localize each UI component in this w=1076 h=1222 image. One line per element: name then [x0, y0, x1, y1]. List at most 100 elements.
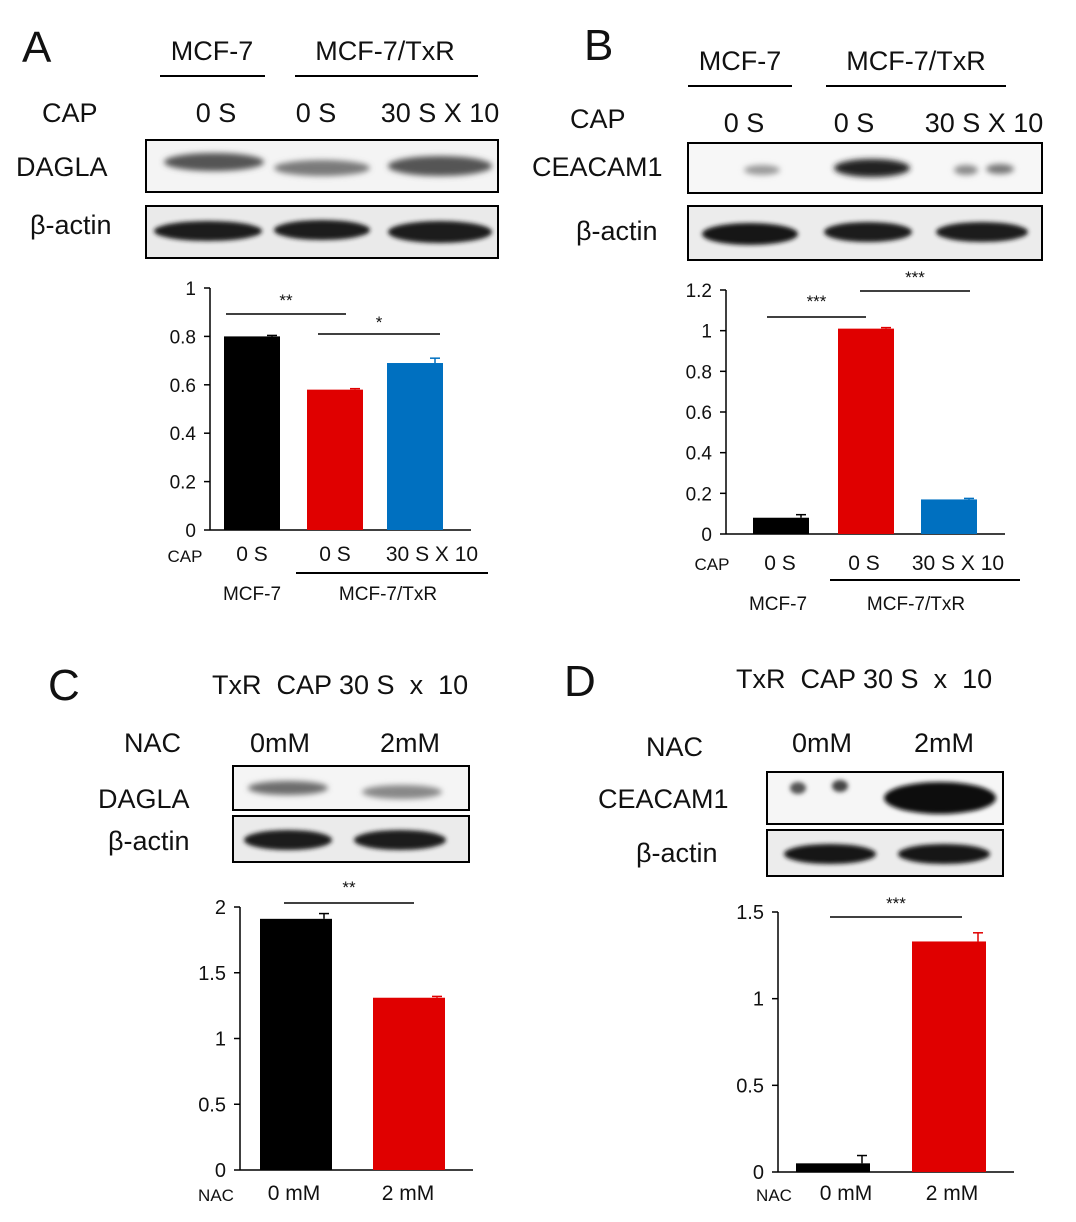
panel-a-x-group-right: MCF-7/TxR — [339, 584, 437, 605]
panel-c-row-label-2: β-actin — [108, 826, 190, 856]
panel-c-x-lane-1: 0 mM — [268, 1182, 321, 1205]
panel-b-significance-label: *** — [905, 268, 925, 287]
panel-b-group-left: MCF-7 — [699, 46, 782, 76]
panel-a-blot-2-bands — [154, 220, 492, 243]
panel-b-row-label-1: CEACAM1 — [532, 152, 663, 182]
panel-b-y-tick-label: 0.8 — [686, 362, 712, 383]
panel-c-y-tick-label: 0 — [215, 1160, 226, 1182]
panel-c-y-tick-label: 0.5 — [198, 1094, 226, 1116]
panel-a-y-tick-label: 1 — [185, 279, 196, 300]
panel-d-header: TxR CAP 30 S x 10 — [736, 664, 992, 694]
panel-a-bar — [387, 363, 443, 530]
panel-c-bar — [260, 918, 332, 1170]
panel-d-bar — [796, 1163, 870, 1172]
panel-a-x-treatment-label: CAP — [168, 547, 203, 566]
panel-a-row-label-1: DAGLA — [16, 152, 108, 182]
panel-d-x-lane-1: 0 mM — [820, 1182, 873, 1205]
panel-b-bar — [838, 328, 894, 534]
panel-d-lane-2: 2mM — [914, 728, 974, 758]
panel-c-lane-1: 0mM — [250, 728, 310, 758]
panel-d-chart: 0 0.5 1 1.5 *** — [736, 894, 1014, 1184]
panel-a-x-lane-3: 30 S X 10 — [386, 543, 478, 566]
panel-a-y-tick-label: 0.8 — [170, 327, 196, 348]
panel-d-row-label-1: CEACAM1 — [598, 784, 729, 814]
panel-a-treatment-label: CAP — [42, 98, 98, 128]
panel-a-chart: 00.20.40.60.81*** — [170, 279, 471, 542]
panel-c-row-label-1: DAGLA — [98, 784, 190, 814]
panel-a-y-tick-label: 0 — [185, 521, 196, 542]
panel-a-bar — [307, 389, 363, 530]
panel-d-significance-label: *** — [886, 894, 906, 913]
panel-c-chart: 0 0.5 1 1.5 2 ** — [198, 878, 473, 1182]
panel-c-bar — [373, 997, 445, 1170]
panel-b: B MCF-7 MCF-7/TxR CAP 0 S 0 S 30 S X 10 … — [532, 21, 1043, 615]
panel-b-letter: B — [584, 21, 613, 70]
panel-c-x-treatment-label: NAC — [198, 1186, 234, 1205]
panel-c: C TxR CAP 30 S x 10 NAC 0mM 2mM DAGLA β-… — [48, 661, 473, 1205]
panel-a-y-tick-label: 0.6 — [170, 376, 196, 397]
panel-d-y-tick-label: 0.5 — [736, 1075, 764, 1097]
panel-c-blot-2-bands — [244, 830, 446, 850]
panel-d-blot-2-bands — [784, 844, 990, 864]
panel-b-bar — [753, 517, 809, 534]
panel-c-treatment-label: NAC — [124, 728, 181, 758]
panel-a-lane-1: 0 S — [196, 98, 237, 128]
panel-d-letter: D — [564, 657, 596, 706]
panel-d-treatment-label: NAC — [646, 732, 703, 762]
panel-c-y-tick-label: 1.5 — [198, 963, 226, 985]
panel-a-y-tick-label: 0.4 — [170, 424, 197, 445]
panel-d-y-tick-label: 1.5 — [736, 902, 764, 924]
panel-d-lane-1: 0mM — [792, 728, 852, 758]
panel-b-y-tick-label: 0.6 — [686, 403, 712, 424]
panel-a-significance-label: * — [376, 313, 383, 332]
panel-d-blot-1-bands — [790, 780, 996, 814]
panel-b-x-group-right: MCF-7/TxR — [867, 594, 965, 615]
panel-b-chart: 0 0.2 0.4 0.6 0.8 1 1.2 *** *** — [686, 268, 1005, 546]
panel-c-significance-label: ** — [342, 878, 356, 897]
panel-a-y-tick-label: 0.2 — [170, 473, 196, 494]
panel-b-lane-2: 0 S — [834, 108, 875, 138]
panel-a-lane-3: 30 S X 10 — [381, 98, 500, 128]
panel-c-header: TxR CAP 30 S x 10 — [212, 670, 468, 700]
panel-a-row-label-2: β-actin — [30, 210, 112, 240]
panel-b-blot-2-bands — [702, 222, 1028, 245]
panel-d-y-tick-label: 1 — [753, 989, 764, 1011]
panel-c-y-tick-label: 2 — [215, 897, 226, 919]
panel-d-row-label-2: β-actin — [636, 838, 718, 868]
panel-b-y-tick-label: 0 — [701, 525, 712, 546]
panel-a-bar — [224, 336, 280, 530]
panel-a-group-right: MCF-7/TxR — [315, 36, 454, 66]
panel-b-lane-3: 30 S X 10 — [925, 108, 1044, 138]
panel-b-x-lane-2: 0 S — [848, 552, 880, 575]
panel-d-x-treatment-label: NAC — [756, 1186, 792, 1205]
panel-a-blot-1-bands — [164, 153, 492, 176]
panel-c-x-lane-2: 2 mM — [382, 1182, 435, 1205]
panel-b-y-tick-label: 1.2 — [686, 281, 712, 302]
panel-d-y-tick-label: 0 — [753, 1162, 764, 1184]
panel-b-y-tick-label: 0.2 — [686, 484, 712, 505]
panel-b-blot-1-bands — [744, 159, 1014, 177]
panel-b-bar — [921, 499, 977, 534]
panel-b-x-lane-1: 0 S — [764, 552, 796, 575]
panel-b-y-tick-label: 1 — [701, 322, 712, 343]
panel-d: D TxR CAP 30 S x 10 NAC 0mM 2mM CEACAM1 … — [564, 657, 1014, 1205]
panel-a-x-group-left: MCF-7 — [223, 584, 281, 605]
panel-b-row-label-2: β-actin — [576, 216, 658, 246]
panel-d-bar — [912, 941, 986, 1172]
panel-a-lane-2: 0 S — [296, 98, 337, 128]
panel-c-blot-1-bands — [248, 781, 442, 799]
panel-b-x-treatment-label: CAP — [695, 555, 730, 574]
panel-b-x-group-left: MCF-7 — [749, 594, 807, 615]
panel-b-significance-label: *** — [807, 292, 827, 311]
panel-b-y-tick-label: 0.4 — [686, 444, 713, 465]
panel-b-lane-1: 0 S — [724, 108, 765, 138]
panel-a-letter: A — [22, 23, 52, 72]
panel-a: A MCF-7 MCF-7/TxR CAP 0 S 0 S 30 S X 10 … — [16, 23, 499, 605]
panel-a-x-lane-2: 0 S — [319, 543, 351, 566]
panel-b-treatment-label: CAP — [570, 104, 626, 134]
panel-c-lane-2: 2mM — [380, 728, 440, 758]
panel-a-significance-label: ** — [279, 291, 293, 310]
panel-a-x-lane-1: 0 S — [236, 543, 268, 566]
panel-b-x-lane-3: 30 S X 10 — [912, 552, 1004, 575]
